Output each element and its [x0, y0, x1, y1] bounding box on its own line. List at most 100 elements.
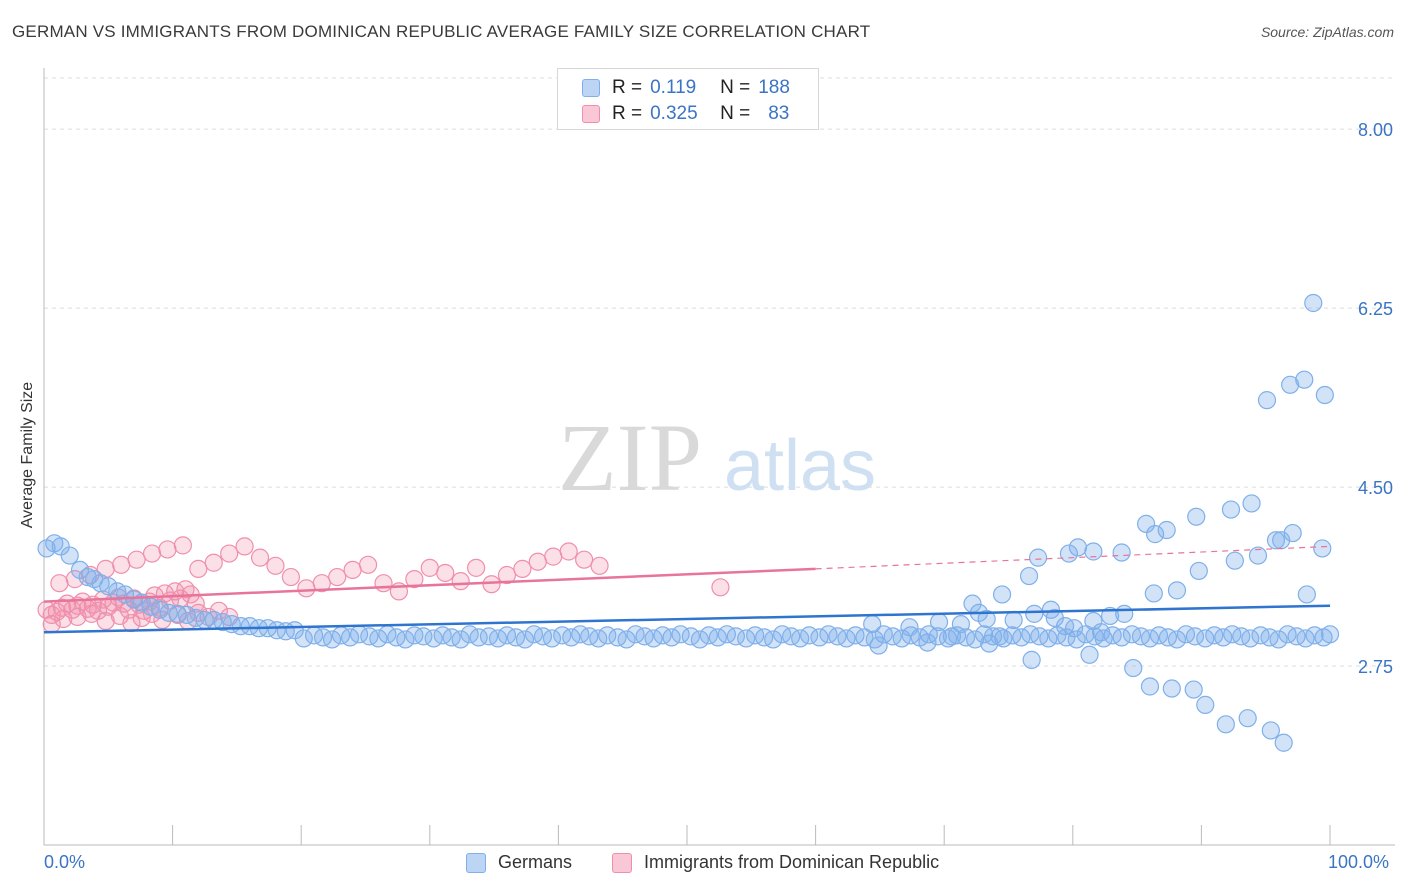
grid-lines	[44, 77, 1395, 667]
german-point	[515, 630, 535, 649]
y-tick-labels: 2.75 4.50 6.25 8.00	[1358, 120, 1393, 677]
dominican-point	[42, 605, 61, 625]
legend-n-value: 83	[768, 103, 790, 124]
watermark: ZIP atlas	[558, 404, 876, 511]
german-point	[1067, 630, 1086, 649]
german-point	[1064, 619, 1084, 638]
y-tick-label: 8.00	[1358, 120, 1393, 140]
german-point	[360, 627, 379, 646]
dominican-point	[235, 537, 254, 556]
dominican-point	[127, 550, 146, 569]
german-point	[626, 625, 645, 644]
german-point	[497, 626, 517, 645]
german-point	[951, 615, 971, 634]
legend-n-value: 188	[758, 77, 790, 98]
german-point	[874, 625, 893, 644]
german-point	[1315, 385, 1334, 405]
german-point	[1283, 523, 1302, 543]
german-point	[1149, 626, 1169, 645]
legend-r-label: R =	[612, 77, 643, 98]
y-tick-label: 6.25	[1358, 299, 1393, 319]
dominican-point	[297, 579, 316, 598]
german-point	[1030, 627, 1049, 646]
german-point	[1112, 628, 1131, 647]
german-point	[1091, 623, 1111, 642]
german-point	[1100, 606, 1120, 626]
german-point	[1257, 391, 1277, 410]
german-point	[1176, 625, 1196, 644]
dominican-point	[68, 607, 87, 627]
dominican-point	[96, 611, 115, 631]
german-point	[1162, 679, 1181, 698]
german-point	[506, 628, 526, 647]
german-point	[1225, 551, 1244, 570]
dominican-point	[482, 575, 501, 594]
german-point	[1313, 539, 1332, 558]
dominican-point	[328, 567, 347, 587]
german-point	[433, 626, 452, 645]
legend-n-label: N =	[720, 77, 751, 98]
dominican-point	[420, 558, 439, 577]
german-point	[1157, 520, 1176, 540]
german-point	[1287, 627, 1306, 646]
german-point	[1269, 630, 1288, 649]
german-point	[942, 627, 962, 646]
bottom-legend-germans: Germans	[466, 852, 572, 873]
german-point	[755, 628, 774, 647]
german-point	[819, 625, 838, 644]
dominican-point	[374, 574, 393, 593]
german-point	[451, 630, 470, 649]
dominican-point	[575, 550, 594, 569]
series-dominican-points	[37, 536, 730, 634]
legend-r-value: 0.119	[650, 77, 697, 98]
watermark-zip: ZIP	[558, 404, 702, 511]
german-point	[1216, 715, 1235, 734]
german-point	[1232, 627, 1251, 646]
german-point	[608, 628, 627, 647]
german-point	[1261, 721, 1280, 740]
german-point	[1140, 677, 1160, 696]
x-tick-label-max: 100.0%	[1328, 852, 1390, 872]
german-point	[1320, 625, 1340, 644]
dominican-point	[189, 603, 208, 622]
german-point	[1297, 585, 1316, 604]
trend-line-dominican-extension	[815, 545, 1331, 570]
y-tick-label: 2.75	[1358, 657, 1393, 677]
bottom-legend-label-germans: Germans	[498, 852, 573, 872]
german-point	[869, 636, 888, 655]
dominican-point	[343, 560, 362, 580]
german-point	[992, 585, 1012, 604]
dominican-point	[405, 570, 424, 589]
german-point	[1196, 695, 1215, 714]
german-point	[635, 627, 654, 646]
legend-swatch-dominican	[582, 105, 600, 123]
german-point	[240, 617, 259, 636]
german-point	[1004, 610, 1023, 630]
dominican-point	[358, 555, 378, 574]
german-point	[929, 612, 949, 632]
dominican-point	[250, 548, 270, 567]
german-point	[883, 627, 902, 646]
german-point	[1184, 680, 1203, 699]
german-point	[965, 630, 985, 649]
legend-row-germans: R = 0.119 N = 188	[582, 76, 790, 100]
german-point	[980, 634, 999, 653]
source-label: Source: ZipAtlas.com	[1260, 24, 1394, 40]
german-point	[764, 630, 783, 649]
german-point	[524, 625, 544, 644]
german-point	[553, 626, 572, 645]
german-point	[918, 633, 937, 652]
german-point	[533, 627, 553, 646]
german-point	[1281, 375, 1300, 394]
legend-n-label: N =	[720, 103, 751, 124]
german-point	[690, 630, 709, 649]
dominican-point	[559, 542, 578, 561]
dominican-point	[173, 536, 192, 555]
german-point	[717, 625, 736, 644]
german-point	[1167, 630, 1187, 649]
german-point	[1146, 525, 1165, 544]
bottom-legend-swatch-germans	[466, 852, 486, 873]
german-point	[60, 546, 79, 565]
german-point	[1158, 628, 1178, 647]
